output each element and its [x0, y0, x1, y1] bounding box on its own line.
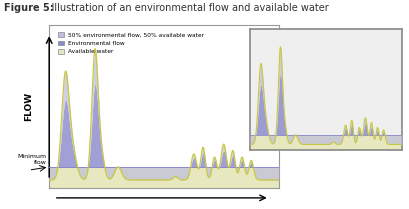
Legend: 50% environmental flow, 50% available water, Environmental flow, Available water: 50% environmental flow, 50% available wa… [56, 31, 205, 55]
Text: FLOW: FLOW [24, 92, 33, 121]
Text: Illustration of an environmental flow and available water: Illustration of an environmental flow an… [39, 3, 328, 13]
Text: Minimum
flow: Minimum flow [18, 154, 47, 165]
Text: Figure 5:: Figure 5: [4, 3, 54, 13]
